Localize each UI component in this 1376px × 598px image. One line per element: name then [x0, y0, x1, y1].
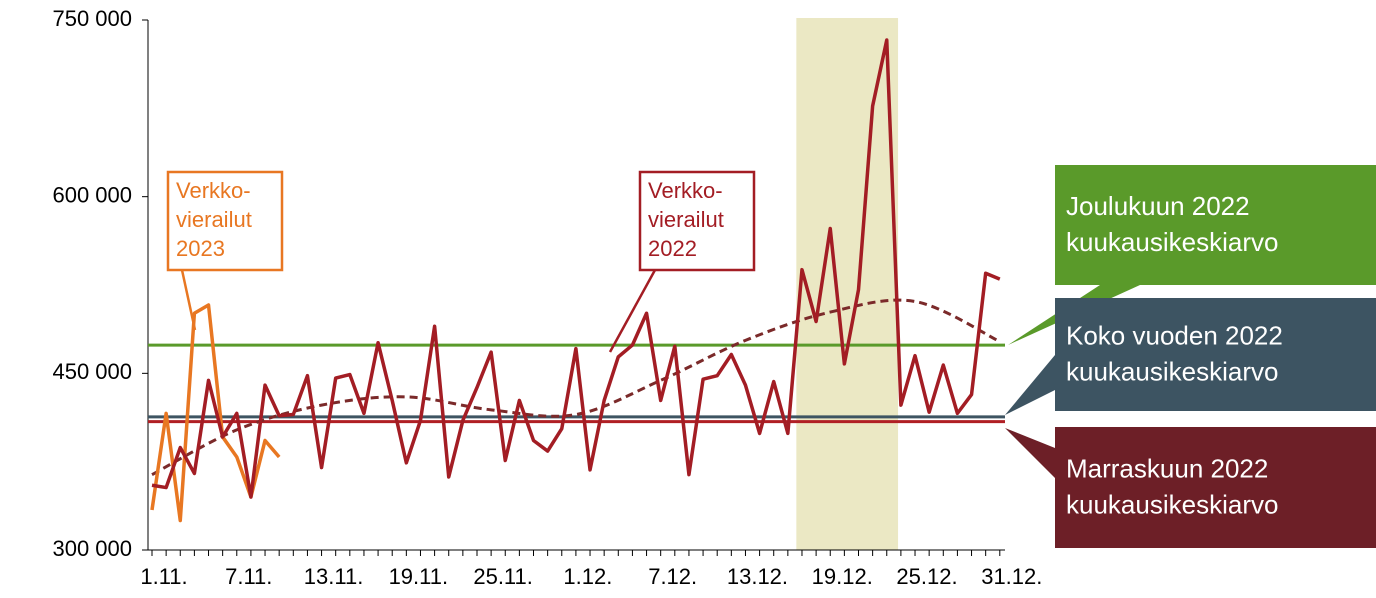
- callout-text: Koko vuoden 2022: [1066, 320, 1283, 350]
- annotation-text: 2022: [648, 236, 697, 261]
- y-tick-label: 750 000: [52, 6, 132, 31]
- annotation-text: Verkko-: [176, 178, 251, 203]
- callout-text: kuukausikeskiarvo: [1066, 227, 1278, 257]
- x-tick-label: 25.12.: [896, 564, 957, 589]
- callout-pointer: [1005, 428, 1055, 478]
- x-tick-label: 7.11.: [225, 564, 272, 589]
- callout-text: Joulukuun 2022: [1066, 191, 1250, 221]
- x-tick-label: 25.11.: [473, 564, 533, 589]
- callout-text: kuukausikeskiarvo: [1066, 356, 1278, 386]
- y-tick-label: 600 000: [52, 182, 132, 207]
- x-tick-label: 31.12.: [981, 564, 1042, 589]
- annotation-pointer: [608, 269, 657, 353]
- callout-text: kuukausikeskiarvo: [1066, 489, 1278, 519]
- y-tick-label: 300 000: [52, 536, 132, 561]
- x-tick-label: 13.12.: [727, 564, 788, 589]
- callout-box: [1055, 298, 1376, 411]
- callout-pointer: [1005, 355, 1055, 415]
- x-tick-label: 1.12.: [563, 564, 612, 589]
- x-tick-label: 19.12.: [812, 564, 873, 589]
- series-line: [151, 38, 1001, 499]
- x-tick-label: 1.11.: [140, 564, 187, 589]
- annotation-text: 2023: [176, 236, 225, 261]
- x-tick-label: 7.12.: [648, 564, 697, 589]
- annotation-text: Verkko-: [648, 178, 723, 203]
- x-tick-label: 19.11.: [389, 564, 449, 589]
- x-tick-label: 13.11.: [304, 564, 364, 589]
- y-tick-label: 450 000: [52, 359, 132, 384]
- annotation-text: vierailut: [176, 207, 252, 232]
- annotation-pointer: [180, 269, 197, 331]
- highlight-band: [796, 18, 899, 550]
- annotation-text: vierailut: [648, 207, 724, 232]
- callout-box: [1055, 427, 1376, 548]
- callout-box: [1055, 165, 1376, 285]
- annotation-box: [166, 170, 284, 272]
- annotation-box: [638, 170, 756, 272]
- callout-text: Marraskuun 2022: [1066, 453, 1268, 483]
